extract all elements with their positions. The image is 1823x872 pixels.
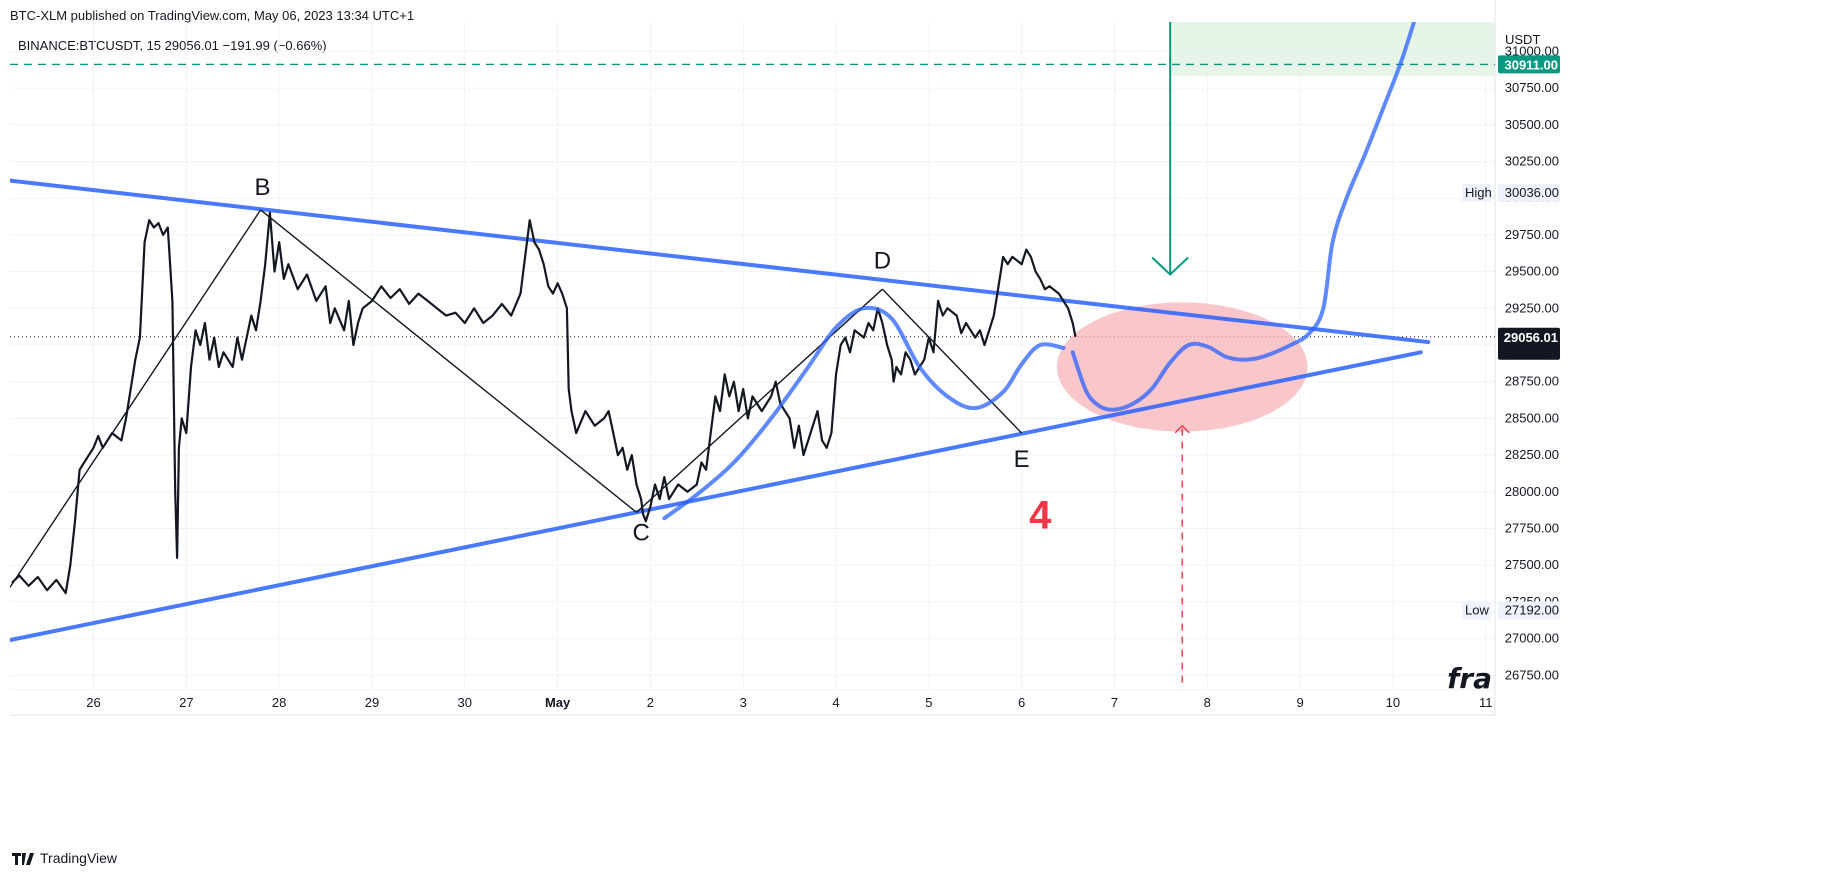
price-tick-label: 28000.00 [1505,484,1559,499]
time-tick-label: 28 [272,695,286,710]
point-labels: B C D E 4 fra [254,174,1492,695]
target-badge-bg [1498,55,1560,74]
breakout-ellipse [1056,302,1308,432]
time-tick-label: 11 [1479,695,1493,710]
last-price-badge-value: 29056.01 [1504,330,1558,345]
price-tick-label: 27750.00 [1505,521,1559,536]
publish-header: BTC-XLM published on TradingView.com, Ma… [10,8,415,23]
price-tick-label: 31000.00 [1505,43,1559,58]
last-price-countdown: 02:22 [1511,344,1544,359]
time-tick-label: 9 [1296,695,1303,710]
footer-brand-label: TradingView [40,850,118,866]
projection-curve-2 [1070,22,1417,412]
time-tick-label: 30 [458,695,472,710]
time-tick-label: 29 [365,695,379,710]
high-badge-label: High [1465,185,1492,200]
price-tick-label: 28500.00 [1505,410,1559,425]
dashed-up-arrow-head [1174,424,1190,434]
time-tick-label: 5 [925,695,932,710]
low-badge-value-bg [1498,601,1560,620]
price-tick-label: 29750.00 [1505,227,1559,242]
price-badges: High 30036.00 Low 27192.00 30911.00 29056.010… [1462,55,1560,620]
triangle-trendlines[interactable] [10,178,1431,643]
time-tick-label: 7 [1111,695,1118,710]
triangle-upper-line [10,178,1431,345]
price-tick-label: 26750.00 [1505,667,1559,682]
high-badge-value-bg [1498,183,1560,202]
triangle-lower-line [10,350,1423,643]
time-tick-label: 2 [647,695,654,710]
symbol-ticker[interactable]: BINANCE:BTCUSDT, 15 [18,38,162,53]
price-line [11,211,1077,595]
target-zone [1170,22,1495,77]
last-price-badge-bg [1498,327,1560,360]
arrows[interactable] [1151,0,1190,683]
symbol-legend: BINANCE:BTCUSDT, 15 29056.01 −191.99 (−0… [18,38,327,53]
wave-lines[interactable] [10,209,1023,588]
target-badge-value: 30911.00 [1504,57,1558,72]
watermark-text: fra [1447,662,1492,695]
wave-point-c: C [632,519,649,546]
wave-line-3 [636,288,883,513]
price-tick-label: 30250.00 [1505,153,1559,168]
price-series [11,211,1077,595]
low-badge-label: Low [1465,602,1489,617]
price-tick-label: 30500.00 [1505,117,1559,132]
projection-curve-1 [662,305,1066,521]
time-axis[interactable]: 26 27 28 29 30 May 2 3 4 5 6 7 8 9 10 11 [86,695,1492,710]
annotation-4: 4 [1029,494,1052,538]
price-tick-label: 27500.00 [1505,557,1559,572]
wave-line-1 [10,209,262,588]
time-tick-label: 3 [740,695,747,710]
symbol-change: −191.99 (−0.66%) [222,38,327,53]
price-tick-label: 29250.00 [1505,300,1559,315]
price-tick-label: 30750.00 [1505,80,1559,95]
low-badge-value: 27192.00 [1505,602,1559,617]
wave-point-b: B [254,174,270,201]
time-tick-label: 10 [1386,695,1400,710]
high-badge-value: 30036.00 [1505,185,1559,200]
footer-brand[interactable]: TradingView [12,850,117,866]
price-tick-label: 29500.00 [1505,264,1559,279]
time-tick-label: 26 [86,695,100,710]
tradingview-logo-icon [12,852,34,865]
low-badge-label-bg [1462,601,1491,620]
wave-line-2 [260,209,637,513]
time-tick-label: 8 [1204,695,1211,710]
projection-curves[interactable] [662,0,1420,521]
wave-point-e: E [1014,446,1030,473]
symbol-last: 29056.01 [164,38,219,53]
price-tick-label: 28750.00 [1505,374,1559,389]
target-arrow-head [1151,256,1189,276]
chart-zones [10,22,1495,432]
price-tick-label: 27000.00 [1505,631,1559,646]
wave-line-4 [881,288,1023,434]
price-axis-currency: USDT [1505,32,1540,47]
time-tick-label: May [545,695,571,710]
price-tick-label: 28250.00 [1505,447,1559,462]
time-tick-label: 27 [179,695,193,710]
time-tick-label: 4 [832,695,839,710]
high-badge-label-bg [1462,183,1491,202]
time-tick-label: 6 [1018,695,1025,710]
wave-point-d: D [874,248,891,275]
